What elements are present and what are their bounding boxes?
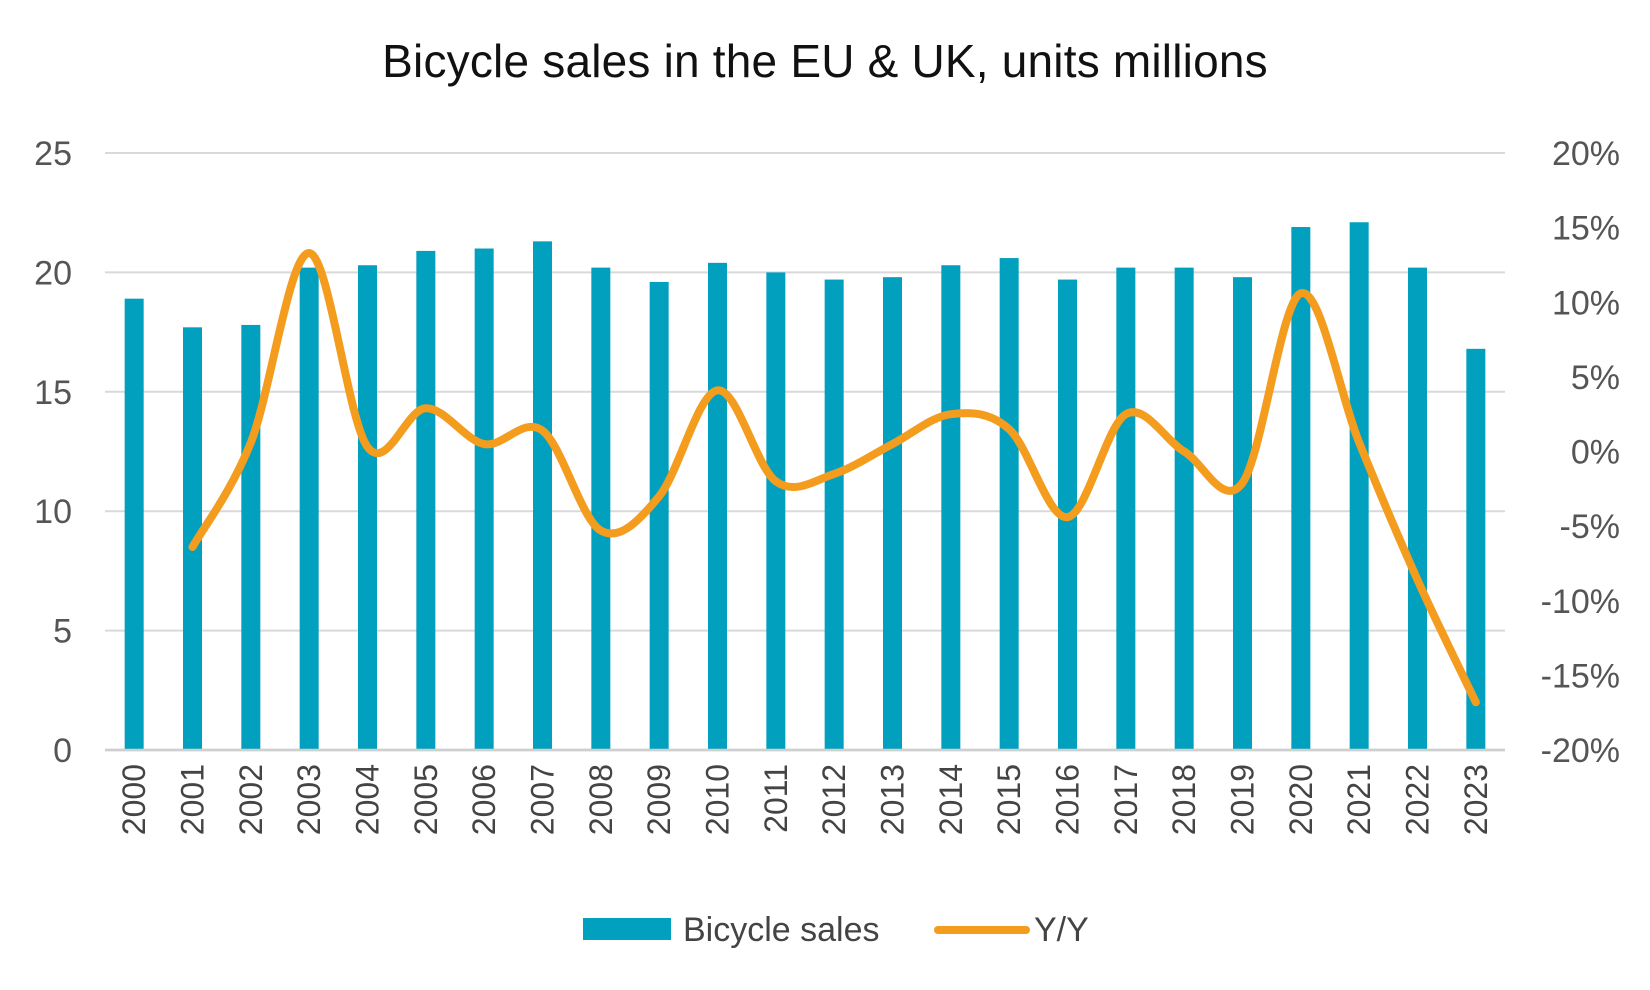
bar bbox=[824, 279, 844, 750]
x-tick-label: 2013 bbox=[875, 764, 911, 835]
x-tick-label: 2008 bbox=[583, 764, 619, 835]
chart-title: Bicycle sales in the EU & UK, units mill… bbox=[382, 35, 1268, 87]
x-tick-label: 2017 bbox=[1108, 764, 1144, 835]
bar bbox=[708, 262, 727, 750]
bar bbox=[474, 248, 494, 750]
bar bbox=[1349, 222, 1369, 750]
bar bbox=[649, 281, 669, 750]
bar bbox=[1291, 227, 1311, 750]
y-right-tick-label: 20% bbox=[1552, 135, 1620, 173]
bar bbox=[591, 267, 611, 750]
x-tick-label: 2021 bbox=[1341, 764, 1377, 835]
y-left-tick-label: 20 bbox=[34, 254, 72, 292]
bar bbox=[533, 241, 552, 750]
x-tick-label: 2016 bbox=[1050, 764, 1086, 835]
y-right-tick-label: -15% bbox=[1541, 657, 1620, 695]
bar bbox=[1116, 267, 1136, 750]
bar bbox=[1174, 267, 1194, 750]
y-right-tick-label: 5% bbox=[1571, 359, 1620, 397]
x-tick-label: 2002 bbox=[233, 764, 269, 835]
x-tick-label: 2023 bbox=[1458, 764, 1494, 835]
bar bbox=[883, 277, 902, 750]
series-line-yy bbox=[188, 248, 1480, 707]
bar bbox=[999, 258, 1019, 750]
bar bbox=[766, 272, 786, 750]
legend-label-yy: Y/Y bbox=[1034, 911, 1089, 949]
x-tick-label: 2004 bbox=[350, 764, 386, 835]
x-tick-label: 2006 bbox=[466, 764, 502, 835]
bar bbox=[1408, 267, 1427, 750]
y-right-tick-label: 10% bbox=[1552, 284, 1620, 322]
x-tick-label: 2001 bbox=[175, 764, 211, 835]
bar bbox=[241, 324, 261, 750]
x-tick-label: 2000 bbox=[116, 764, 152, 835]
bar bbox=[941, 265, 961, 750]
x-tick-label: 2003 bbox=[291, 764, 327, 835]
y-left-tick-label: 0 bbox=[53, 732, 72, 770]
x-tick-label: 2014 bbox=[933, 764, 969, 835]
x-tick-label: 2012 bbox=[816, 764, 852, 835]
x-tick-label: 2022 bbox=[1400, 764, 1436, 835]
x-tick-label: 2020 bbox=[1283, 764, 1319, 835]
x-tick-label: 2005 bbox=[408, 764, 444, 835]
y-right-tick-label: 0% bbox=[1571, 434, 1620, 472]
bar bbox=[416, 250, 436, 750]
y-left-tick-label: 25 bbox=[34, 135, 72, 173]
x-tick-label: 2007 bbox=[525, 764, 561, 835]
x-tick-label: 2011 bbox=[758, 764, 794, 833]
x-tick-label: 2015 bbox=[991, 764, 1027, 835]
x-tick-label: 2019 bbox=[1225, 764, 1261, 835]
x-tick-label: 2010 bbox=[700, 764, 736, 835]
y-right-tick-label: -5% bbox=[1560, 508, 1620, 546]
bar bbox=[1233, 277, 1252, 750]
bar bbox=[299, 267, 319, 750]
y-left-tick-label: 15 bbox=[34, 374, 72, 412]
x-tick-label: 2018 bbox=[1166, 764, 1202, 835]
bar bbox=[183, 327, 202, 750]
x-tick-label: 2009 bbox=[641, 764, 677, 835]
legend-swatch-bicycle-sales bbox=[583, 918, 671, 940]
y-right-tick-label: -10% bbox=[1541, 583, 1620, 621]
bar bbox=[124, 298, 144, 750]
legend-label-bicycle-sales: Bicycle sales bbox=[683, 911, 880, 949]
bar bbox=[1466, 348, 1486, 750]
bar bbox=[358, 265, 377, 750]
y-left-tick-label: 5 bbox=[53, 613, 72, 651]
y-right-tick-label: 15% bbox=[1552, 210, 1620, 248]
y-left-tick-label: 10 bbox=[34, 493, 72, 531]
y-right-tick-label: -20% bbox=[1541, 732, 1620, 770]
